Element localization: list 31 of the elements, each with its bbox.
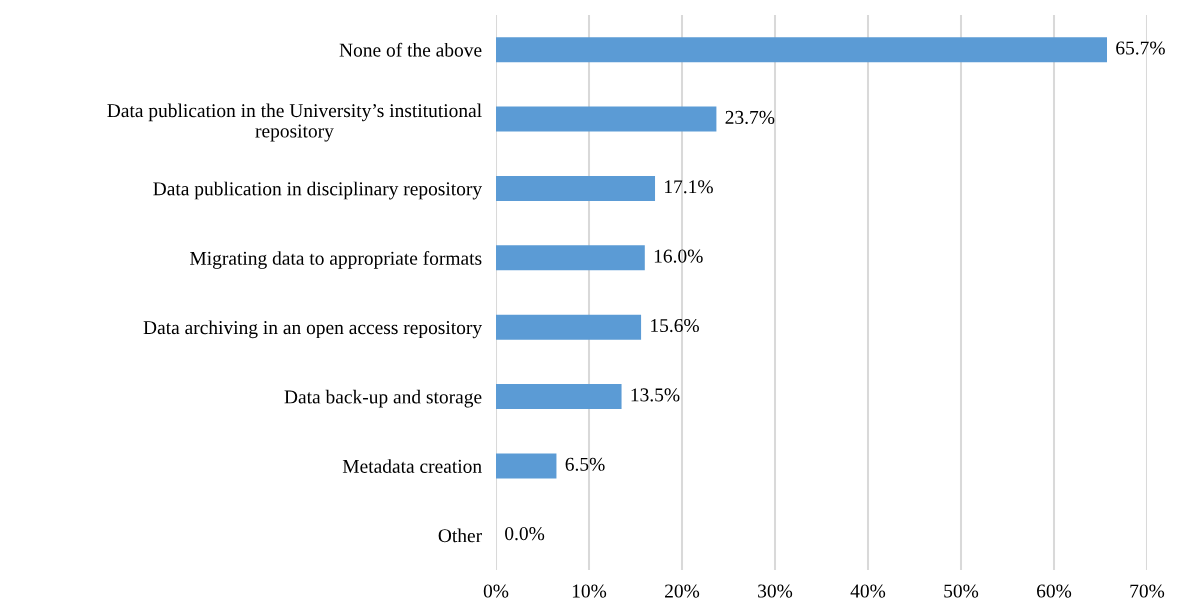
bar bbox=[496, 384, 622, 410]
data-label: 65.7% bbox=[1116, 41, 1165, 55]
data-label: 23.7% bbox=[725, 110, 775, 125]
y-tick-label: Data publication in the University’s institutional repository bbox=[107, 103, 482, 142]
data-label: 16.0% bbox=[654, 249, 703, 263]
x-tick-label: 20% bbox=[665, 584, 700, 598]
x-tick-label: 30% bbox=[758, 584, 793, 598]
y-tick-label: None of the above bbox=[339, 42, 482, 57]
x-tick-label: 60% bbox=[1037, 584, 1072, 598]
x-tick-label: 50% bbox=[944, 584, 979, 598]
y-tick-label: Other bbox=[438, 528, 482, 543]
bar bbox=[496, 314, 642, 340]
data-label: 6.5% bbox=[565, 457, 605, 471]
data-label: 15.6% bbox=[651, 318, 699, 333]
data-label: 17.1% bbox=[665, 180, 713, 194]
bar bbox=[496, 37, 1108, 63]
data-label: 0.0% bbox=[505, 527, 545, 541]
y-tick-label: Metadata creation bbox=[342, 459, 482, 473]
y-tick-label: Migrating data to appropriate formats bbox=[190, 250, 482, 269]
y-tick-label: Data archiving in an open access repository bbox=[143, 320, 483, 339]
x-tick-label: 10% bbox=[572, 584, 607, 598]
bar bbox=[496, 175, 656, 201]
data-label: 13.5% bbox=[631, 388, 680, 402]
x-tick-label: 0% bbox=[483, 584, 509, 598]
bar bbox=[496, 453, 557, 479]
bar bbox=[496, 106, 717, 132]
x-tick-label: 70% bbox=[1130, 584, 1165, 598]
bar bbox=[496, 245, 645, 271]
y-tick-label: Data back-up and storage bbox=[284, 389, 482, 408]
y-tick-label: Data publication in disciplinary repository bbox=[153, 181, 483, 200]
x-tick-label: 40% bbox=[850, 584, 886, 598]
